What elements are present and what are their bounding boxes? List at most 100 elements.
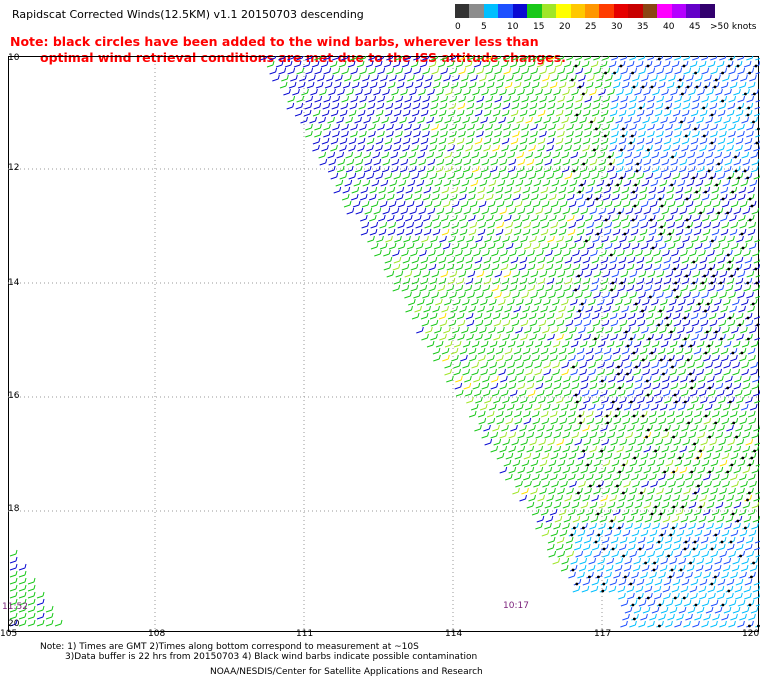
wind-barb (638, 130, 646, 138)
wind-barb (736, 438, 745, 446)
quality-flag-dot (730, 463, 734, 467)
wind-barb (547, 333, 555, 341)
quality-flag-dot (727, 267, 731, 271)
quality-flag-dot (678, 78, 682, 82)
wind-barb (723, 340, 732, 348)
wind-barb (636, 144, 644, 152)
wind-barb (633, 340, 642, 348)
wind-barb (589, 522, 597, 530)
wind-barb (512, 95, 521, 103)
wind-barb (744, 137, 753, 145)
wind-barb (27, 612, 36, 620)
wind-barb (542, 480, 550, 488)
wind-barb (451, 200, 460, 208)
quality-flag-dot (626, 372, 629, 376)
wind-barb (491, 284, 500, 292)
wind-barb (374, 60, 383, 68)
wind-barb (36, 591, 45, 599)
wind-barb (679, 445, 688, 453)
quality-flag-dot (619, 64, 623, 68)
wind-barb (393, 109, 402, 117)
wind-barb (450, 347, 459, 355)
wind-barb (666, 305, 674, 313)
wind-barb (663, 494, 671, 502)
wind-barb (536, 60, 545, 68)
wind-barb (636, 578, 645, 586)
wind-barb (518, 375, 526, 383)
wind-barb (448, 333, 456, 341)
wind-barb (278, 67, 287, 75)
wind-barb (480, 340, 489, 348)
wind-barb (661, 501, 670, 509)
wind-barb (666, 186, 675, 194)
wind-barb (493, 235, 501, 243)
wind-barb (738, 186, 747, 194)
wind-barb (552, 116, 560, 124)
wind-barb (406, 242, 415, 250)
wind-barb (555, 543, 564, 551)
wind-barb (752, 375, 760, 383)
wind-barb (714, 557, 723, 565)
wind-barb (743, 515, 752, 523)
wind-barb (630, 305, 638, 313)
wind-barb (732, 361, 740, 369)
wind-barb (683, 599, 692, 607)
wind-barb (675, 305, 683, 313)
wind-barb (589, 501, 598, 509)
wind-barb (711, 305, 719, 313)
wind-barb (332, 123, 340, 131)
wind-barb (476, 193, 485, 201)
quality-flag-dot (578, 309, 581, 313)
wind-barb (726, 578, 735, 586)
wind-barb (628, 235, 636, 243)
wind-barb (751, 431, 760, 439)
wind-barb (700, 319, 709, 327)
wind-barb (549, 508, 558, 516)
wind-barb (438, 144, 446, 152)
wind-barb (473, 60, 482, 68)
wind-barb (440, 123, 448, 131)
quality-flag-dot (575, 400, 579, 404)
wind-barb (721, 242, 730, 250)
wind-barb (653, 249, 661, 257)
wind-barb (513, 228, 522, 236)
wind-barb (684, 305, 692, 313)
wind-barb (314, 67, 323, 75)
wind-barb (339, 109, 348, 117)
wind-barb (659, 326, 667, 334)
wind-barb (720, 186, 729, 194)
wind-barb (525, 340, 534, 348)
wind-barb (533, 480, 541, 488)
wind-barb (451, 221, 460, 229)
wind-barb (378, 186, 387, 194)
quality-flag-dot (687, 421, 691, 425)
wind-barb (538, 319, 547, 327)
wind-barb (587, 179, 596, 187)
quality-flag-dot (748, 71, 751, 75)
wind-barb (750, 606, 759, 614)
lon-label-111: 111 (296, 629, 314, 639)
wind-barb (591, 137, 600, 145)
wind-barb (715, 501, 724, 509)
wind-barb (476, 95, 485, 103)
wind-barb (694, 200, 703, 208)
wind-barb (735, 109, 744, 117)
wind-barb (642, 368, 650, 376)
wind-barb (690, 312, 699, 320)
wind-barb (640, 613, 648, 621)
wind-barb (505, 200, 514, 208)
wind-barb (495, 186, 504, 194)
wind-barb (521, 56, 529, 61)
wind-barb (482, 249, 490, 257)
wind-barb (750, 340, 759, 348)
wind-barb (694, 354, 702, 362)
wind-barb (301, 88, 309, 96)
wind-barb (655, 102, 664, 110)
wind-barb (541, 200, 550, 208)
wind-barb (660, 116, 668, 124)
wind-barb (582, 144, 590, 152)
wind-barb (696, 606, 705, 614)
wind-barb (624, 165, 633, 173)
wind-barb (669, 606, 678, 614)
wind-barb (510, 424, 518, 432)
